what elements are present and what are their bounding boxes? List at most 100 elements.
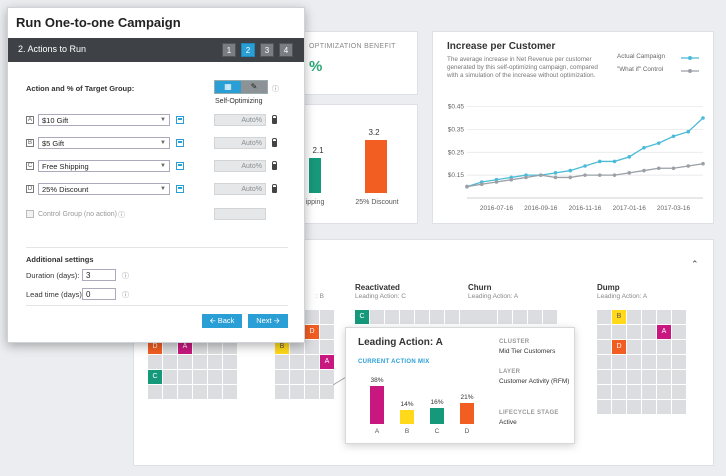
- segment-cell[interactable]: [672, 325, 686, 339]
- segment-cell[interactable]: D: [148, 340, 162, 354]
- segment-cell[interactable]: [597, 355, 611, 369]
- segment-cell[interactable]: [223, 385, 237, 399]
- segment-cell[interactable]: [627, 370, 641, 384]
- segment-cell[interactable]: [305, 310, 319, 324]
- segment-cell[interactable]: [223, 370, 237, 384]
- lock-icon[interactable]: [272, 184, 277, 193]
- save-icon[interactable]: [176, 116, 184, 124]
- grid-icon[interactable]: ▦: [215, 81, 241, 93]
- segment-cell[interactable]: [163, 370, 177, 384]
- segment-cell[interactable]: [627, 385, 641, 399]
- segment-cell[interactable]: A: [320, 355, 334, 369]
- segment-cell[interactable]: [513, 310, 527, 324]
- segment-cell[interactable]: [305, 385, 319, 399]
- segment-cell[interactable]: [320, 325, 334, 339]
- info-icon[interactable]: ⓘ: [122, 292, 129, 299]
- segment-cell[interactable]: [275, 370, 289, 384]
- segment-cell[interactable]: A: [657, 325, 671, 339]
- segment-cell[interactable]: [672, 355, 686, 369]
- segment-cell[interactable]: [672, 400, 686, 414]
- save-icon[interactable]: [176, 185, 184, 193]
- info-icon[interactable]: ⓘ: [118, 212, 125, 219]
- segment-cell[interactable]: [163, 355, 177, 369]
- segment-cell[interactable]: [178, 370, 192, 384]
- segment-cell[interactable]: [445, 310, 459, 324]
- segment-cell[interactable]: [223, 340, 237, 354]
- segment-cell[interactable]: [148, 385, 162, 399]
- segment-cell[interactable]: [290, 370, 304, 384]
- step-2-button[interactable]: 2: [241, 43, 255, 57]
- segment-cell[interactable]: [597, 370, 611, 384]
- segment-cell[interactable]: [208, 370, 222, 384]
- segment-cell[interactable]: [208, 340, 222, 354]
- segment-cell[interactable]: [597, 385, 611, 399]
- segment-cell[interactable]: [627, 400, 641, 414]
- step-3-button[interactable]: 3: [260, 43, 274, 57]
- info-icon[interactable]: ⓘ: [272, 86, 279, 93]
- segment-cell[interactable]: [148, 355, 162, 369]
- segment-cell[interactable]: B: [275, 340, 289, 354]
- segment-cell[interactable]: [672, 340, 686, 354]
- info-icon[interactable]: ⓘ: [122, 273, 129, 280]
- segment-cell[interactable]: [597, 340, 611, 354]
- segment-cell[interactable]: [178, 385, 192, 399]
- segment-cell[interactable]: [193, 385, 207, 399]
- mode-toggle[interactable]: ▦ ✎: [214, 80, 268, 94]
- segment-cell[interactable]: [400, 310, 414, 324]
- back-button[interactable]: 🡨 Back: [202, 314, 242, 328]
- save-icon[interactable]: [176, 162, 184, 170]
- segment-cell[interactable]: [642, 370, 656, 384]
- lock-icon[interactable]: [272, 138, 277, 147]
- action-c-select[interactable]: Free Shipping ▼: [38, 160, 170, 172]
- segment-cell[interactable]: [178, 355, 192, 369]
- segment-cell[interactable]: B: [612, 310, 626, 324]
- next-button[interactable]: Next 🡪: [248, 314, 288, 328]
- segment-cell[interactable]: [642, 340, 656, 354]
- segment-cell[interactable]: [597, 310, 611, 324]
- segment-cell[interactable]: [483, 310, 497, 324]
- segment-cell[interactable]: [320, 340, 334, 354]
- segment-cell[interactable]: [657, 385, 671, 399]
- segment-cell[interactable]: [290, 355, 304, 369]
- action-d-select[interactable]: 25% Discount ▼: [38, 183, 170, 195]
- duration-input[interactable]: 3: [82, 269, 116, 281]
- segment-cell[interactable]: C: [148, 370, 162, 384]
- segment-cell[interactable]: [627, 325, 641, 339]
- segment-cell[interactable]: [657, 370, 671, 384]
- segment-cell[interactable]: [275, 385, 289, 399]
- lead-time-input[interactable]: 0: [82, 288, 116, 300]
- segment-cell[interactable]: [627, 340, 641, 354]
- segment-cell[interactable]: [642, 355, 656, 369]
- segment-cell[interactable]: [385, 310, 399, 324]
- segment-cell[interactable]: [468, 310, 482, 324]
- segment-cell[interactable]: [320, 310, 334, 324]
- segment-cell[interactable]: [642, 400, 656, 414]
- segment-cell[interactable]: [642, 310, 656, 324]
- segment-cell[interactable]: D: [612, 340, 626, 354]
- pencil-icon[interactable]: ✎: [241, 81, 267, 93]
- segment-cell[interactable]: [627, 310, 641, 324]
- segment-cell[interactable]: [498, 310, 512, 324]
- segment-cell[interactable]: [612, 325, 626, 339]
- segment-cell[interactable]: [193, 370, 207, 384]
- segment-cell[interactable]: [305, 370, 319, 384]
- control-group-checkbox[interactable]: [26, 210, 34, 218]
- lock-icon[interactable]: [272, 115, 277, 124]
- segment-cell[interactable]: [430, 310, 444, 324]
- segment-cell[interactable]: [305, 340, 319, 354]
- segment-cell[interactable]: [193, 340, 207, 354]
- segment-cell[interactable]: [163, 340, 177, 354]
- segment-cell[interactable]: [642, 385, 656, 399]
- segment-cell[interactable]: [193, 355, 207, 369]
- segment-cell[interactable]: [208, 385, 222, 399]
- step-1-button[interactable]: 1: [222, 43, 236, 57]
- segment-cell[interactable]: C: [355, 310, 369, 324]
- segment-cell[interactable]: [528, 310, 542, 324]
- action-a-select[interactable]: $10 Gift ▼: [38, 114, 170, 126]
- save-icon[interactable]: [176, 139, 184, 147]
- segment-cell[interactable]: [320, 385, 334, 399]
- collapse-chevron-icon[interactable]: ⌃: [691, 259, 699, 269]
- segment-cell[interactable]: [370, 310, 384, 324]
- segment-cell[interactable]: [163, 385, 177, 399]
- segment-cell[interactable]: [597, 400, 611, 414]
